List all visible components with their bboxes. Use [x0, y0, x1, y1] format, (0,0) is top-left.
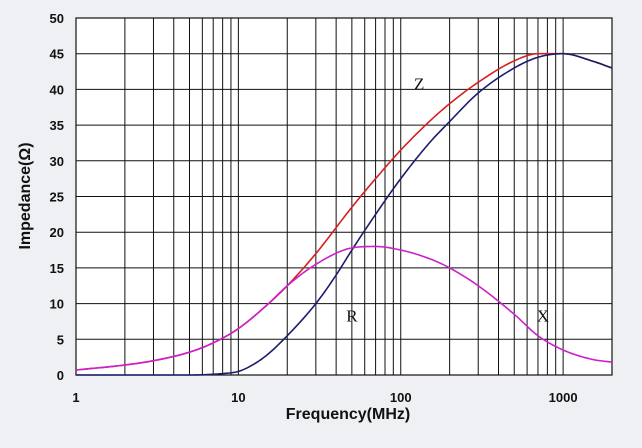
y-tick-label: 30 — [50, 154, 64, 169]
y-tick-label: 25 — [50, 190, 64, 205]
y-tick-label: 40 — [50, 82, 64, 97]
x-tick-label: 100 — [390, 390, 412, 405]
y-tick-label: 20 — [50, 225, 64, 240]
tick-labels: 0 5 10 15 20 25 30 35 40 45 50 1 10 100 1000 — [50, 11, 578, 405]
y-tick-label: 0 — [57, 368, 64, 383]
y-tick-label: 10 — [50, 297, 64, 312]
y-axis-title: Impedance(Ω) — [17, 142, 34, 249]
x-tick-label: 10 — [231, 390, 245, 405]
series-line-r — [76, 52, 613, 376]
curve-labels: Z R X — [346, 74, 549, 325]
grid-lines — [75, 17, 613, 376]
y-tick-label: 5 — [57, 332, 64, 347]
x-tick-label: 1 — [72, 390, 79, 405]
curve-label-x: X — [537, 306, 549, 325]
y-tick-label: 35 — [50, 118, 64, 133]
data-series — [75, 52, 613, 376]
x-tick-label: 1000 — [549, 390, 578, 405]
y-tick-label: 50 — [50, 11, 64, 26]
plot-border — [75, 17, 613, 376]
y-tick-label: 45 — [50, 47, 64, 62]
curve-label-z: Z — [414, 74, 424, 93]
y-tick-label: 15 — [50, 261, 64, 276]
curve-label-r: R — [346, 306, 358, 325]
series-line-x — [75, 245, 613, 371]
x-axis-title: Frequency(MHz) — [286, 406, 410, 423]
